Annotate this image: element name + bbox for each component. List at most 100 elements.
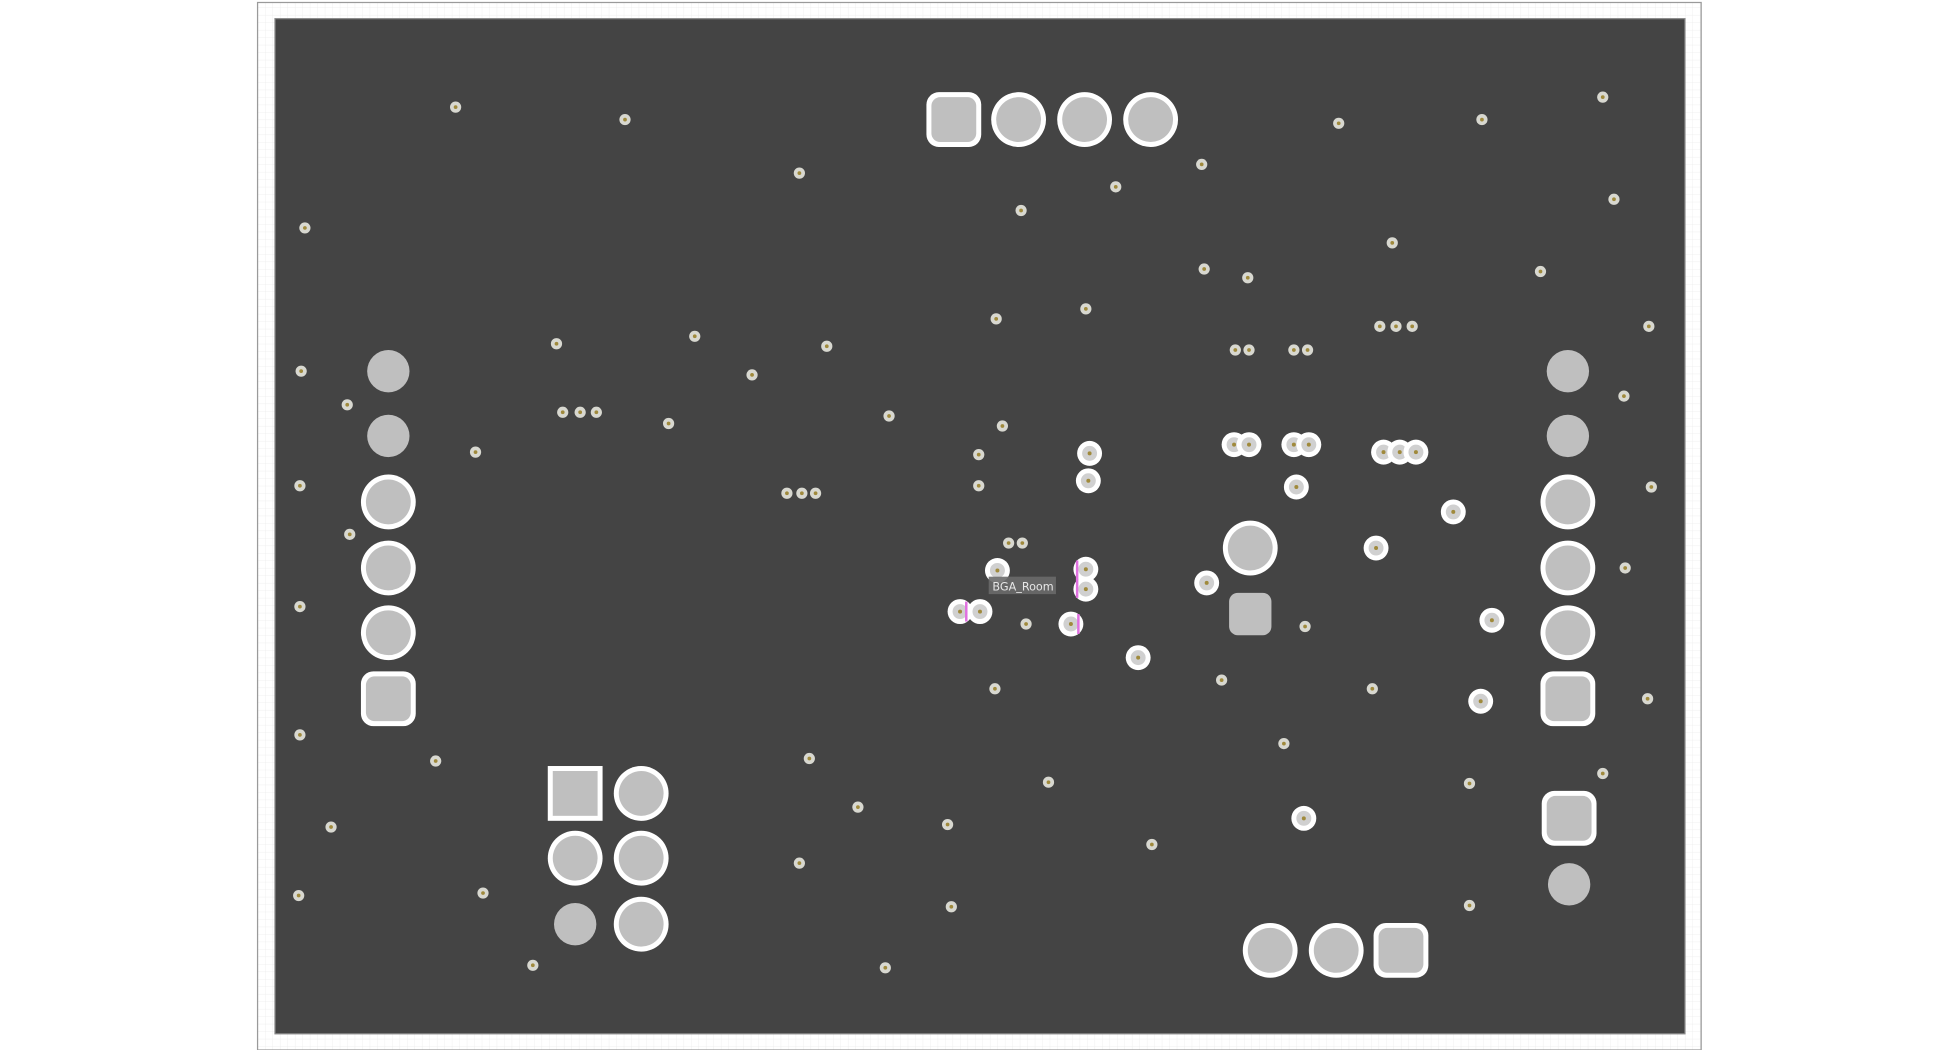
via[interactable] <box>662 417 675 430</box>
via[interactable] <box>1476 113 1488 126</box>
via[interactable] <box>1042 776 1055 788</box>
via[interactable] <box>793 167 805 179</box>
room-label[interactable]: BGA_Room <box>988 576 1056 595</box>
via[interactable] <box>450 101 462 113</box>
via[interactable] <box>1003 537 1015 549</box>
via[interactable] <box>295 365 307 377</box>
component-pad[interactable] <box>1242 922 1298 978</box>
via[interactable] <box>1597 767 1609 780</box>
component-pad[interactable] <box>1540 540 1596 596</box>
via[interactable] <box>689 330 701 342</box>
via[interactable] <box>1463 777 1476 790</box>
via[interactable] <box>746 369 758 381</box>
via-with-clearance[interactable] <box>1468 688 1494 714</box>
via[interactable] <box>1406 320 1418 332</box>
component-pad[interactable] <box>991 92 1046 147</box>
via[interactable] <box>989 683 1001 695</box>
component-pad[interactable] <box>613 896 669 952</box>
via[interactable] <box>619 113 631 126</box>
via[interactable] <box>1229 344 1241 356</box>
via[interactable] <box>1619 562 1631 574</box>
via[interactable] <box>1366 683 1378 695</box>
via[interactable] <box>1216 674 1228 686</box>
component-pad[interactable] <box>1541 790 1597 846</box>
via[interactable] <box>293 889 305 902</box>
via[interactable] <box>325 821 337 833</box>
via[interactable] <box>879 962 891 974</box>
via[interactable] <box>469 446 482 458</box>
via[interactable] <box>1243 344 1255 356</box>
via[interactable] <box>883 410 895 422</box>
via[interactable] <box>793 857 805 869</box>
via[interactable] <box>574 406 586 418</box>
via[interactable] <box>996 420 1009 432</box>
via[interactable] <box>1618 390 1630 402</box>
via-with-clearance[interactable] <box>1236 432 1262 458</box>
via[interactable] <box>803 752 815 765</box>
via[interactable] <box>1196 158 1208 171</box>
via[interactable] <box>341 399 353 411</box>
via-with-clearance[interactable] <box>967 599 993 625</box>
via[interactable] <box>1146 838 1158 851</box>
via[interactable] <box>1597 91 1609 103</box>
via[interactable] <box>973 480 985 492</box>
via[interactable] <box>1015 204 1027 217</box>
via[interactable] <box>1390 320 1402 332</box>
via[interactable] <box>941 818 954 831</box>
via-with-clearance[interactable] <box>1073 576 1099 602</box>
via[interactable] <box>1643 320 1655 332</box>
component-pad[interactable] <box>1540 474 1596 530</box>
component-pad[interactable] <box>360 671 416 727</box>
via-with-clearance[interactable] <box>1077 440 1103 466</box>
via-with-clearance[interactable] <box>1403 439 1429 465</box>
component-pad[interactable] <box>1057 92 1113 147</box>
via[interactable] <box>1301 344 1314 356</box>
via[interactable] <box>821 340 833 352</box>
component-pad[interactable] <box>1123 92 1179 147</box>
via[interactable] <box>781 487 793 499</box>
via-with-clearance[interactable] <box>1296 432 1322 458</box>
component-pad[interactable] <box>360 540 416 596</box>
component-pad[interactable] <box>1308 922 1364 978</box>
via[interactable] <box>1374 320 1386 332</box>
via[interactable] <box>344 528 356 540</box>
via[interactable] <box>796 487 808 499</box>
via[interactable] <box>1198 263 1210 275</box>
component-pad[interactable] <box>547 830 603 886</box>
component-pad[interactable] <box>360 474 416 530</box>
via[interactable] <box>1641 693 1654 705</box>
via[interactable] <box>550 338 563 350</box>
via-with-clearance[interactable] <box>1291 805 1317 831</box>
via[interactable] <box>477 887 489 899</box>
component-pad[interactable] <box>1222 520 1278 576</box>
via[interactable] <box>990 313 1002 325</box>
component-pad[interactable] <box>1546 414 1590 458</box>
via-with-clearance[interactable] <box>1440 499 1466 525</box>
via[interactable] <box>1333 117 1345 129</box>
via[interactable] <box>1278 737 1290 750</box>
component-pad[interactable] <box>547 766 603 821</box>
via-with-clearance[interactable] <box>1363 535 1389 561</box>
via[interactable] <box>1645 481 1657 493</box>
via[interactable] <box>299 222 311 234</box>
via-with-clearance[interactable] <box>1075 468 1101 494</box>
via[interactable] <box>294 729 306 741</box>
via[interactable] <box>1299 620 1311 633</box>
via[interactable] <box>809 487 822 499</box>
via[interactable] <box>1288 344 1300 356</box>
component-pad[interactable] <box>1229 592 1272 636</box>
via[interactable] <box>852 801 864 813</box>
via[interactable] <box>590 406 602 418</box>
via[interactable] <box>1080 303 1092 315</box>
via[interactable] <box>557 406 569 418</box>
via-with-clearance[interactable] <box>1125 645 1151 671</box>
via[interactable] <box>1386 237 1398 249</box>
via-with-clearance[interactable] <box>1479 607 1505 633</box>
via[interactable] <box>945 901 957 913</box>
component-pad[interactable] <box>367 414 410 458</box>
via-with-clearance[interactable] <box>1194 570 1220 596</box>
component-pad[interactable] <box>554 903 597 946</box>
via[interactable] <box>430 755 442 767</box>
via[interactable] <box>1463 899 1476 912</box>
via[interactable] <box>294 480 306 492</box>
